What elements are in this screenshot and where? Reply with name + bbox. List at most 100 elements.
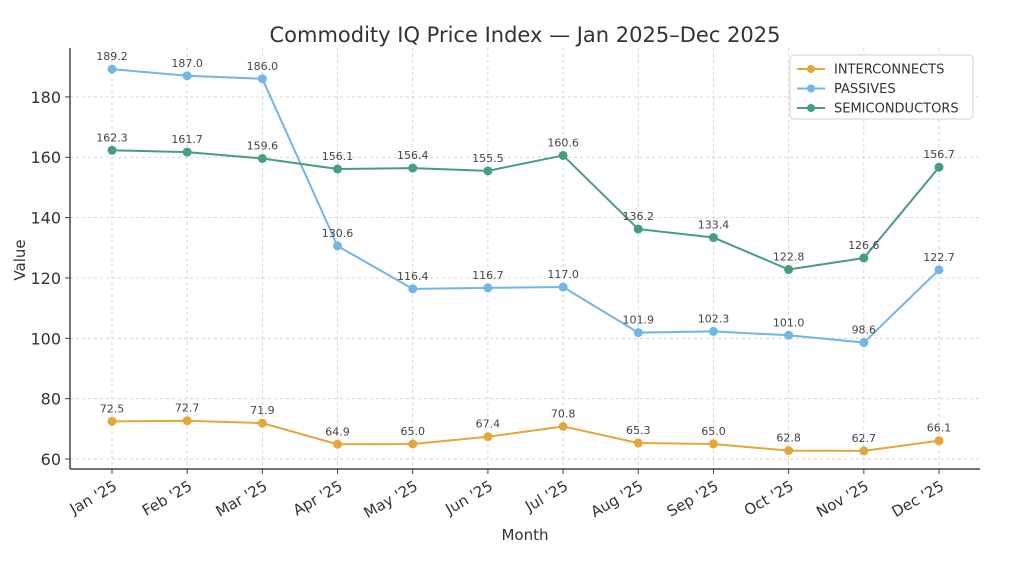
data-label: 156.7 [923,148,955,161]
series-semiconductors: 162.3 161.7 159.6 156.1 156.4 155.5 160.6 136.2… [96,131,955,275]
data-label: 116.4 [397,270,429,283]
data-label: 133.4 [698,219,730,232]
y-axis-label: Value [11,239,29,280]
data-point [558,421,568,431]
data-point [107,64,117,74]
data-label: 122.8 [773,251,805,264]
data-label: 62.8 [776,432,801,445]
data-point [934,162,944,172]
data-point [558,150,568,160]
data-label: 116.7 [472,269,504,282]
data-label: 72.7 [175,402,200,415]
y-tick-label: 160 [30,148,61,167]
data-point [859,446,869,456]
x-tick-label: Feb '25 [139,477,195,520]
data-label: 102.3 [698,312,730,325]
x-tick-label: Apr '25 [290,477,346,520]
data-label: 98.6 [852,324,877,337]
data-label: 160.6 [547,136,579,149]
y-tick-label: 180 [30,88,61,107]
data-point [107,416,117,426]
legend-box [789,54,974,120]
data-label: 187.0 [171,57,203,70]
x-tick-label: Oct '25 [741,477,797,520]
data-label: 122.7 [923,251,955,264]
data-point [859,253,869,263]
data-point [333,164,343,174]
data-label: 71.9 [250,404,275,417]
data-point [784,446,794,456]
y-tick-label: 80 [41,390,61,409]
legend-item: PASSIVES [797,82,896,97]
data-point [483,166,493,176]
data-label: 156.4 [397,149,429,162]
data-point [257,418,267,428]
data-label: 101.0 [773,316,805,329]
data-point [182,416,192,426]
x-tick-label: Jan '25 [66,477,120,519]
legend: INTERCONNECTS PASSIVES SEMICONDUCTORS [789,54,974,120]
series-interconnects: 72.5 72.7 71.9 64.9 65.0 67.4 70.8 65.3 65.0 62.8… [100,402,952,456]
legend-swatch-marker [807,65,815,73]
data-point [934,436,944,446]
data-label: 186.0 [247,60,279,73]
data-label: 126.6 [848,239,880,252]
data-point [182,71,192,81]
x-tick-label: Dec '25 [889,477,947,521]
x-ticks: Jan '25 Feb '25 Mar '25 Apr '25 May '25 Jun '… [66,469,947,522]
y-tick-label: 120 [30,269,61,288]
chart-title: Commodity IQ Price Index — Jan 2025–Dec … [270,23,781,47]
data-label: 65.0 [701,425,726,438]
data-point [708,326,718,336]
legend-label: PASSIVES [834,82,896,97]
data-label: 155.5 [472,152,504,165]
data-label: 65.3 [626,424,651,437]
data-point [708,439,718,449]
legend-swatch-marker [807,104,815,112]
data-point [784,330,794,340]
data-label: 64.9 [325,425,350,438]
data-point [408,163,418,173]
series-line [111,68,940,344]
series-line [111,149,940,271]
x-tick-label: Mar '25 [213,477,271,521]
data-point [859,338,869,348]
data-label: 62.7 [852,432,877,445]
series-layer: 72.5 72.7 71.9 64.9 65.0 67.4 70.8 65.3 65.0 62.8… [96,50,955,456]
data-point [934,265,944,275]
legend-swatch-marker [807,84,815,93]
data-label: 101.9 [623,314,655,327]
x-tick-label: Sep '25 [664,477,722,521]
data-point [708,233,718,243]
legend-label: SEMICONDUCTORS [834,102,959,117]
x-tick-label: Jun '25 [442,477,496,519]
data-label: 161.7 [171,133,203,146]
data-label: 136.2 [623,210,655,223]
data-point [257,153,267,163]
data-label: 130.6 [322,227,354,240]
data-point [483,283,493,293]
x-axis-label: Month [501,526,548,544]
legend-label: INTERCONNECTS [834,63,944,78]
data-point [408,284,418,294]
legend-item: INTERCONNECTS [797,63,944,78]
data-label: 117.0 [547,268,579,281]
data-label: 162.3 [96,131,128,144]
data-point [408,439,418,449]
y-tick-label: 60 [41,450,61,469]
y-tick-label: 140 [30,209,61,228]
y-tick-label: 100 [30,329,61,348]
data-point [257,74,267,84]
legend-item: SEMICONDUCTORS [797,102,959,117]
data-point [633,328,643,338]
data-label: 66.1 [927,422,952,435]
y-ticks: 60 80 100 120 140 160 180 [30,88,70,469]
x-tick-label: Aug '25 [588,477,647,521]
x-tick-label: Nov '25 [813,477,872,521]
data-point [558,282,568,292]
data-point [182,147,192,157]
series-line [111,419,940,452]
data-point [333,241,343,251]
data-label: 67.4 [476,418,501,431]
